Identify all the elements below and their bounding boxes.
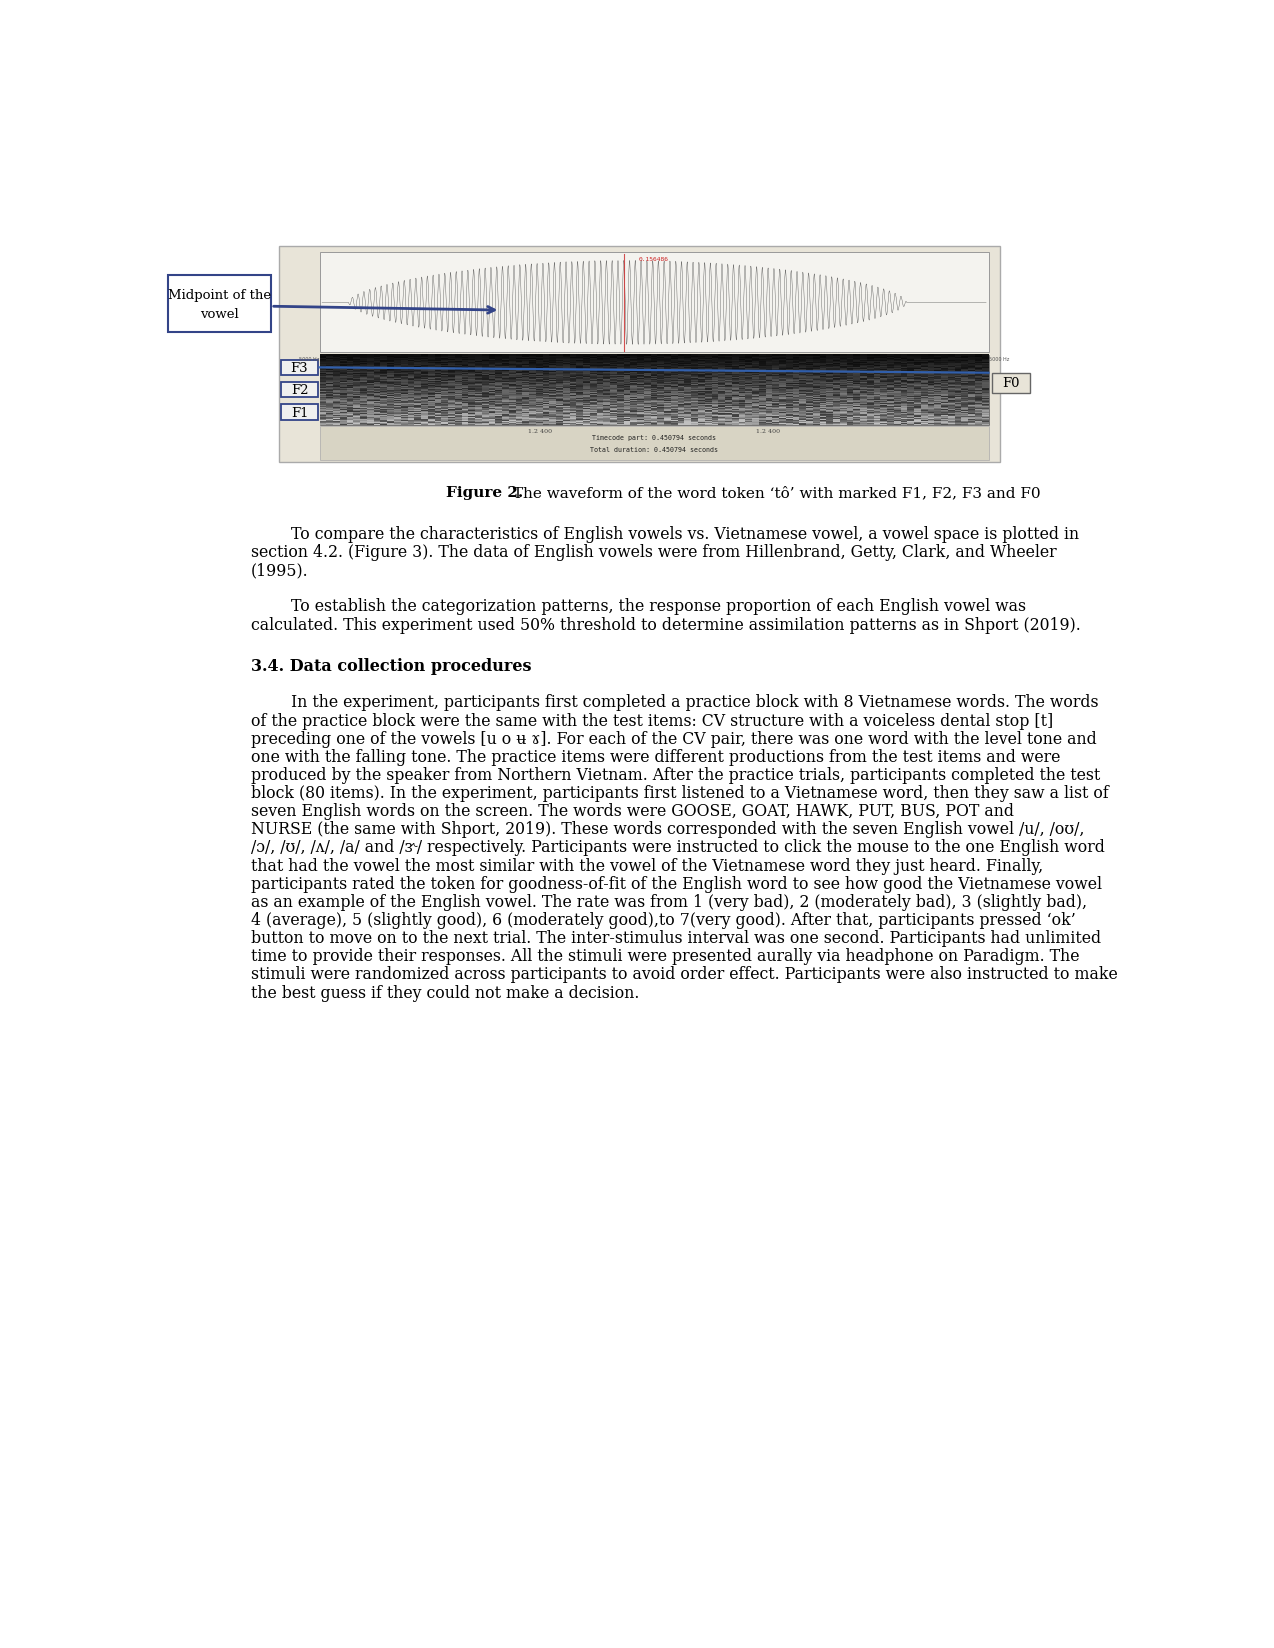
Text: /ɔ/, /ʊ/, /ʌ/, /a/ and /ɝ/ respectively. Participants were instructed to click t: /ɔ/, /ʊ/, /ʌ/, /a/ and /ɝ/ respectively.… (251, 839, 1105, 855)
Text: Timecode part: 0.450794 seconds: Timecode part: 0.450794 seconds (592, 435, 716, 442)
Text: 4 (average), 5 (slightly good), 6 (moderately good),to 7(very good). After that,: 4 (average), 5 (slightly good), 6 (moder… (251, 911, 1075, 928)
Text: To establish the categorization patterns, the response proportion of each Englis: To establish the categorization patterns… (251, 598, 1026, 615)
Text: vowel: vowel (200, 308, 238, 320)
Text: Figure 2.: Figure 2. (446, 486, 524, 499)
Bar (279, 247, 1000, 463)
Text: 1.2 400: 1.2 400 (529, 428, 553, 433)
Text: that had the vowel the most similar with the vowel of the Vietnamese word they j: that had the vowel the most similar with… (251, 857, 1043, 873)
Text: F3: F3 (290, 361, 308, 374)
Text: Total duration: 0.450794 seconds: Total duration: 0.450794 seconds (590, 447, 719, 453)
Text: NURSE (the same with Shport, 2019). These words corresponded with the seven Engl: NURSE (the same with Shport, 2019). Thes… (251, 821, 1084, 837)
Text: 1.2 400: 1.2 400 (755, 428, 780, 433)
Text: participants rated the token for goodness-of-fit of the English word to see how : participants rated the token for goodnes… (251, 875, 1102, 892)
Text: as an example of the English vowel. The rate was from 1 (very bad), 2 (moderatel: as an example of the English vowel. The … (251, 893, 1087, 910)
Text: the best guess if they could not make a decision.: the best guess if they could not make a … (251, 984, 640, 1000)
Text: one with the falling tone. The practice items were different productions from th: one with the falling tone. The practice … (251, 748, 1060, 765)
Text: of the practice block were the same with the test items: CV structure with a voi: of the practice block were the same with… (251, 712, 1052, 728)
Text: F1: F1 (290, 407, 308, 420)
Bar (168, 275, 271, 333)
Bar (282, 405, 318, 420)
Text: 5000 Hz: 5000 Hz (298, 358, 318, 363)
Text: block (80 items). In the experiment, participants first listened to a Vietnamese: block (80 items). In the experiment, par… (251, 784, 1108, 801)
Text: Midpoint of the: Midpoint of the (168, 288, 271, 302)
Bar (991, 374, 1031, 394)
Text: stimuli were randomized across participants to avoid order effect. Participants : stimuli were randomized across participa… (251, 966, 1117, 982)
Bar (320, 356, 989, 425)
Text: In the experiment, participants first completed a practice block with 8 Vietname: In the experiment, participants first co… (251, 694, 1098, 710)
Text: 0.156486: 0.156486 (640, 257, 669, 262)
Text: produced by the speaker from Northern Vietnam. After the practice trials, partic: produced by the speaker from Northern Vi… (251, 766, 1099, 783)
Text: calculated. This experiment used 50% threshold to determine assimilation pattern: calculated. This experiment used 50% thr… (251, 616, 1080, 633)
Text: seven English words on the screen. The words were GOOSE, GOAT, HAWK, PUT, BUS, P: seven English words on the screen. The w… (251, 803, 1014, 819)
Text: section 4.2. (Figure 3). The data of English vowels were from Hillenbrand, Getty: section 4.2. (Figure 3). The data of Eng… (251, 544, 1056, 560)
Bar (282, 382, 318, 399)
Text: time to provide their responses. All the stimuli were presented aurally via head: time to provide their responses. All the… (251, 948, 1079, 964)
Text: F0: F0 (1003, 377, 1019, 391)
Bar (282, 361, 318, 376)
Bar (320, 427, 989, 461)
Bar (320, 254, 989, 353)
Text: F2: F2 (290, 384, 308, 397)
Text: preceding one of the vowels [u o ʉ ɤ]. For each of the CV pair, there was one wo: preceding one of the vowels [u o ʉ ɤ]. F… (251, 730, 1097, 747)
Text: 3.4. Data collection procedures: 3.4. Data collection procedures (251, 658, 531, 674)
Text: To compare the characteristics of English vowels vs. Vietnamese vowel, a vowel s: To compare the characteristics of Englis… (251, 526, 1079, 542)
Text: (1995).: (1995). (251, 562, 308, 578)
Text: The waveform of the word token ‘tô’ with marked F1, F2, F3 and F0: The waveform of the word token ‘tô’ with… (508, 486, 1041, 499)
Text: button to move on to the next trial. The inter-stimulus interval was one second.: button to move on to the next trial. The… (251, 929, 1101, 946)
Text: 5000 Hz: 5000 Hz (990, 358, 1010, 363)
